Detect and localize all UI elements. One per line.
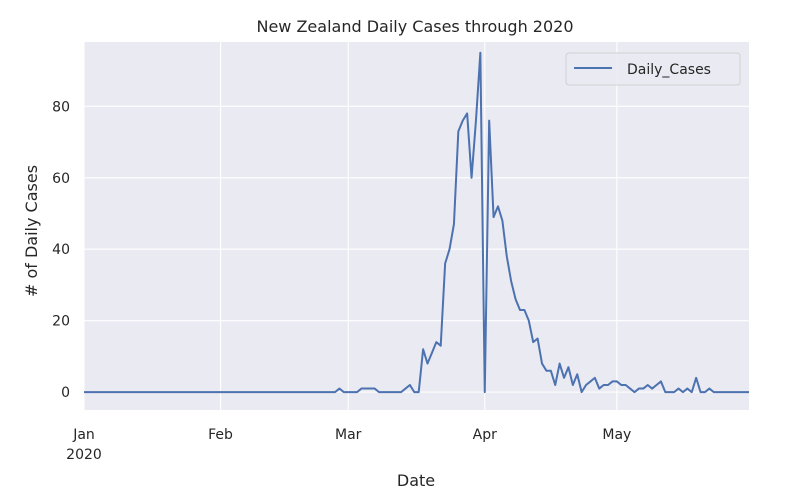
chart-title: New Zealand Daily Cases through 2020 (256, 17, 573, 36)
y-axis-label: # of Daily Cases (22, 165, 41, 297)
x-tick-label: Feb (208, 427, 233, 443)
y-tick-label: 0 (61, 385, 70, 401)
x-tick-sublabel: 2020 (66, 447, 102, 463)
grid-lines (83, 42, 749, 410)
series-line-daily-cases (84, 51, 749, 394)
series-layer (84, 51, 749, 394)
legend: Daily_Cases (565, 52, 741, 86)
legend-box (565, 52, 741, 86)
x-axis-label: Date (397, 471, 435, 490)
plot-area (84, 42, 749, 410)
x-tick-label: Mar (335, 427, 362, 443)
x-tick-label: May (602, 427, 631, 443)
y-tick-labels: 0 20 40 60 80 (52, 99, 70, 401)
y-tick-label: 60 (52, 171, 70, 187)
x-tick-label: Apr (473, 427, 497, 443)
y-tick-label: 80 (52, 99, 70, 115)
y-tick-label: 40 (52, 242, 70, 258)
y-tick-label: 20 (52, 314, 70, 330)
legend-label-daily-cases: Daily_Cases (627, 62, 711, 78)
x-tick-labels: Jan 2020 Feb Mar Apr May (66, 427, 631, 463)
x-tick-label: Jan (72, 427, 95, 443)
